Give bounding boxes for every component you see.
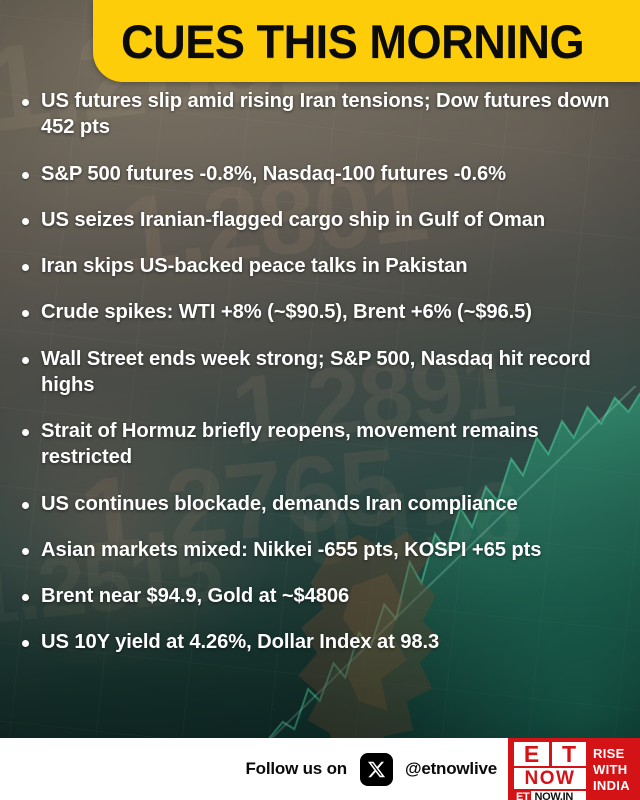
bullet-dot-icon (22, 264, 29, 271)
tagline-line-2: WITH (593, 761, 628, 777)
list-item: Wall Street ends week strong; S&P 500, N… (22, 346, 626, 399)
bullet-dot-icon (22, 501, 29, 509)
list-item: Crude spikes: WTI +8% (~$90.5), Brent +6… (22, 299, 626, 325)
bullet-dot-icon (22, 310, 29, 318)
etnow-domain-prefix: ET (514, 791, 532, 800)
list-item: Asian markets mixed: Nikkei -655 pts, KO… (22, 537, 626, 563)
list-item: S&P 500 futures -0.8%, Nasdaq-100 future… (22, 161, 626, 187)
etnow-letter-t: T (551, 742, 586, 766)
etnow-letter-e: E (514, 742, 549, 766)
list-item: Brent near $94.9, Gold at ~$4806 (22, 583, 626, 609)
x-twitter-icon[interactable] (359, 752, 393, 786)
bullet-dot-icon (22, 171, 29, 179)
bullet-dot-icon (22, 594, 29, 601)
list-item-text: Iran skips US-backed peace talks in Paki… (41, 255, 468, 277)
list-item: US continues blockade, demands Iran comp… (22, 491, 626, 517)
bullet-dot-icon (22, 217, 29, 225)
social-handle[interactable]: @etnowlive (404, 759, 497, 778)
etnow-domain: ET NOW.IN (514, 791, 586, 800)
list-item-text: US 10Y yield at 4.26%, Dollar Index at 9… (41, 631, 440, 654)
background-market-chart-graphic (268, 386, 640, 762)
list-item-text: S&P 500 futures -0.8%, Nasdaq-100 future… (41, 162, 507, 185)
list-item: US futures slip amid rising Iran tension… (22, 88, 626, 141)
page-title: CUES THIS MORNING (121, 14, 585, 68)
list-item-text: Brent near $94.9, Gold at ~$4806 (41, 585, 350, 607)
tagline-line-1: RISE (593, 745, 625, 761)
list-item: US seizes Iranian-flagged cargo ship in … (22, 207, 626, 233)
background-bull-statue-graphic (297, 531, 442, 766)
list-item-text: US seizes Iranian-flagged cargo ship in … (41, 208, 546, 231)
bullet-dot-icon (22, 429, 29, 436)
footer-bar: Follow us on @etnowlive E T NOW ET NOW.I… (0, 738, 640, 800)
etnow-tagline: RISE WITH INDIA (586, 742, 635, 797)
etnow-logo-mark: E T NOW ET NOW.IN (514, 742, 586, 800)
list-item-text: Asian markets mixed: Nikkei -655 pts, KO… (41, 538, 542, 561)
bullet-dot-icon (22, 356, 29, 364)
bullet-dot-icon (22, 99, 29, 106)
header-banner: CUES THIS MORNING (93, 0, 640, 82)
list-item: US 10Y yield at 4.26%, Dollar Index at 9… (22, 629, 626, 655)
list-item-text: US continues blockade, demands Iran comp… (41, 492, 518, 515)
tagline-line-3: INDIA (593, 777, 630, 793)
bullet-dot-icon (22, 547, 29, 555)
list-item: Strait of Hormuz briefly reopens, moveme… (22, 418, 626, 471)
etnow-et-row: E T (514, 742, 586, 766)
etnow-now-text: NOW (514, 768, 586, 789)
list-item-text: US futures slip amid rising Iran tension… (41, 90, 610, 139)
bullet-list: US futures slip amid rising Iran tension… (0, 88, 640, 656)
list-item: Iran skips US-backed peace talks in Paki… (22, 253, 626, 279)
follow-us-label: Follow us on (245, 759, 347, 778)
list-item-text: Strait of Hormuz briefly reopens, moveme… (41, 420, 539, 469)
etnow-logo: E T NOW ET NOW.IN RISE WITH INDIA (508, 738, 640, 800)
list-item-text: Wall Street ends week strong; S&P 500, N… (41, 347, 591, 396)
bullet-dot-icon (22, 640, 29, 648)
etnow-domain-suffix: NOW.IN (531, 791, 586, 800)
list-item-text: Crude spikes: WTI +8% (~$90.5), Brent +6… (41, 301, 532, 324)
